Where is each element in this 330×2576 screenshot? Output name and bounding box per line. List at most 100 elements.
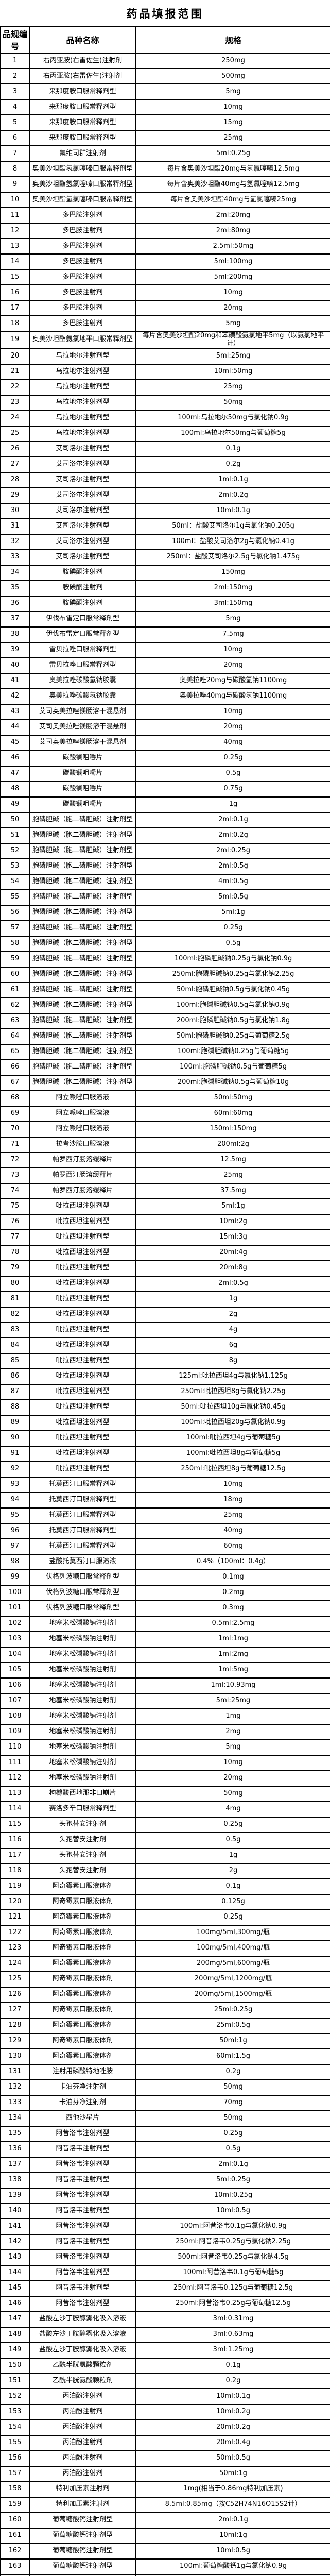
row-number-cell: 123 [0, 1940, 30, 1957]
drug-name-cell: 艾司洛尔注射剂型 [29, 487, 136, 504]
table-row: 152 丙泊酚注射剂 10ml:0.1g [0, 2388, 330, 2405]
row-number-cell: 51 [0, 827, 30, 844]
spec-cell: 1ml:0.1g [135, 471, 330, 488]
drug-name-cell: 胺碘酮注射剂 [29, 580, 136, 597]
table-row: 150 乙酰半胱氨酸颗粒剂 0.1g [0, 2357, 330, 2374]
drug-name-cell: 奥美沙坦酯氢氯噻嗪口服常释剂型 [29, 161, 136, 177]
row-number-cell: 80 [0, 1275, 30, 1292]
drug-name-cell: 艾司奥美拉唑镁肠溶干混悬剂 [29, 703, 136, 720]
row-number-cell: 49 [0, 796, 30, 813]
row-number-cell: 55 [0, 889, 30, 906]
spec-cell: 250ml:阿昔洛韦0.25g与葡萄糖12.5g [135, 2295, 330, 2312]
spec-cell: 2ml:0.5g [135, 858, 330, 875]
spec-cell: 20ml:0.2g [135, 2419, 330, 2436]
row-number-cell: 129 [0, 2032, 30, 2049]
spec-cell: 10ml:0.5g [135, 2543, 330, 2560]
drug-name-cell: 艾司洛尔注射剂型 [29, 471, 136, 488]
table-row: 30 艾司洛尔注射剂型 10ml:0.1g [0, 502, 330, 519]
drug-name-cell: 奥美沙坦酯氨氯地平口服常释剂型 [29, 331, 136, 349]
spec-cell: 50mg [135, 394, 330, 411]
header-cell-spec-number: 品规编号 [0, 26, 30, 54]
drug-name-cell: 吡拉西坦注射剂型 [29, 1337, 136, 1354]
drug-name-cell: 胞磷胆碱（胞二磷胆碱）注射剂型 [29, 904, 136, 921]
table-row: 24 乌拉地尔注射剂型 100ml:乌拉地尔50mg与氯化钠0.9g [0, 410, 330, 427]
table-row: 121 阿奇霉素口服液体剂 0.25g [0, 1909, 330, 1926]
row-number-cell: 144 [0, 2264, 30, 2281]
drug-name-cell: 奥美沙坦酯氢氯噻嗪口服常释剂型 [29, 192, 136, 208]
spec-cell: 每片含奥美沙坦酯40mg与氢氯噻嗪12.5mg [135, 176, 330, 193]
spec-cell: 4ml:0.5g [135, 873, 330, 890]
spec-cell: 0.2g [135, 2372, 330, 2389]
row-number-cell: 95 [0, 1507, 30, 1524]
drug-name-cell: 头孢替安注射剂 [29, 1816, 136, 1833]
table-row: 22 乌拉地尔注射剂型 25mg [0, 379, 330, 396]
drug-name-cell: 托莫西汀口服常释剂型 [29, 1507, 136, 1524]
drug-name-cell: 碳酸镧咀嚼片 [29, 796, 136, 813]
row-number-cell: 78 [0, 1244, 30, 1261]
table-row: 136 阿昔洛韦注射剂型 0.5g [0, 2141, 330, 2158]
drug-name-cell: 伏格列波糖口服常释剂型 [29, 1584, 136, 1601]
row-number-cell: 2 [0, 68, 30, 84]
table-row: 58 胞磷胆碱（胞二磷胆碱）注射剂型 0.5g [0, 935, 330, 952]
drug-name-cell: 来那度胺口服常释剂型 [29, 114, 136, 131]
table-row: 9 奥美沙坦酯氢氯噻嗪口服常释剂型 每片含奥美沙坦酯40mg与氢氯噻嗪12.5mg [0, 176, 330, 193]
drug-name-cell: 西他沙星片 [29, 2110, 136, 2127]
spec-cell: 8.5ml:0.85mg（按C52H74N16O15S2计） [135, 2496, 330, 2513]
spec-cell: 200mg/5ml,1200mg/瓶 [135, 1971, 330, 1988]
drug-name-cell: 胺碘酮注射剂 [29, 564, 136, 581]
table-row: 41 奥美拉唑碳酸氢钠胶囊 奥美拉唑20mg与碳酸氢钠1100mg [0, 672, 330, 689]
spec-cell: 100ml:胞磷胆碱钠0.5g与葡萄糖5g [135, 1059, 330, 1076]
drug-name-cell: 吡拉西坦注射剂型 [29, 1306, 136, 1323]
row-number-cell: 42 [0, 688, 30, 705]
row-number-cell: 5 [0, 114, 30, 131]
drug-name-cell: 乌拉地尔注射剂型 [29, 410, 136, 427]
spec-cell: 10mg [135, 703, 330, 720]
spec-cell: 5mg [135, 315, 330, 332]
row-number-cell: 62 [0, 997, 30, 1014]
spec-cell: 3ml:0.31mg [135, 2311, 330, 2328]
drug-name-cell: 葡萄糖酸钙注射剂型 [29, 2527, 136, 2544]
spec-cell: 0.25g [135, 920, 330, 937]
drug-name-cell: 地塞米松磷酸钠注射剂 [29, 1739, 136, 1756]
spec-cell: 10mg [135, 1754, 330, 1771]
table-row: 77 吡拉西坦注射剂型 15ml:3g [0, 1229, 330, 1246]
drug-name-cell: 葡萄糖酸钙注射剂型 [29, 2558, 136, 2575]
row-number-cell: 59 [0, 951, 30, 968]
row-number-cell: 127 [0, 2002, 30, 2019]
spec-cell: 1ml:2mg [135, 1646, 330, 1663]
row-number-cell: 26 [0, 440, 30, 457]
drug-name-cell: 吡拉西坦注射剂型 [29, 1352, 136, 1369]
spec-cell: 100ml:胞磷胆碱钠0.25g与葡萄糖5g [135, 1043, 330, 1060]
drug-name-cell: 来那度胺口服常释剂型 [29, 130, 136, 146]
drug-name-cell: 盐酸左沙丁胺醇雾化吸入溶液 [29, 2311, 136, 2328]
spec-cell: 50mg [135, 2079, 330, 2096]
row-number-cell: 119 [0, 1878, 30, 1895]
row-number-cell: 41 [0, 672, 30, 689]
drug-name-cell: 阿昔洛韦注射剂型 [29, 2280, 136, 2297]
table-row: 45 艾司奥美拉唑镁肠溶干混悬剂 40mg [0, 734, 330, 751]
table-row: 56 胞磷胆碱（胞二磷胆碱）注射剂型 5ml:1g [0, 904, 330, 921]
drug-name-cell: 吡拉西坦注射剂型 [29, 1291, 136, 1308]
drug-name-cell: 雷贝拉唑口服常释剂型 [29, 657, 136, 674]
row-number-cell: 99 [0, 1569, 30, 1586]
table-row: 138 阿昔洛韦注射剂型 5ml:0.25g [0, 2172, 330, 2189]
drug-name-cell: 吡拉西坦注射剂型 [29, 1198, 136, 1215]
spec-cell: 10mg [135, 99, 330, 115]
drug-name-cell: 丙泊酚注射剂 [29, 2434, 136, 2451]
row-number-cell: 72 [0, 1151, 30, 1168]
spec-cell: 5ml:25mg [135, 348, 330, 365]
spec-cell: 10ml:0.25g [135, 2187, 330, 2204]
row-number-cell: 146 [0, 2295, 30, 2312]
row-number-cell: 138 [0, 2172, 30, 2189]
table-row: 124 阿奇霉素口服液体剂 200mg/5ml,600mg/瓶 [0, 1955, 330, 1972]
table-row: 145 阿昔洛韦注射剂型 250ml:阿昔洛韦0.125g与葡萄糖12.5g [0, 2280, 330, 2297]
spec-cell: 1g [135, 1847, 330, 1864]
drug-name-cell: 阿奇霉素口服液体剂 [29, 1924, 136, 1941]
drug-name-cell: 托莫西汀口服常释剂型 [29, 1492, 136, 1509]
row-number-cell: 164 [0, 2573, 30, 2576]
table-row: 144 阿昔洛韦注射剂型 100ml:阿昔洛韦0.1g与葡萄糖5g [0, 2264, 330, 2281]
drug-name-cell: 乌拉地尔注射剂型 [29, 363, 136, 380]
row-number-cell: 7 [0, 145, 30, 162]
table-row: 78 吡拉西坦注射剂型 20ml:4g [0, 1244, 330, 1261]
spec-cell: 200ml:2g [135, 1136, 330, 1153]
